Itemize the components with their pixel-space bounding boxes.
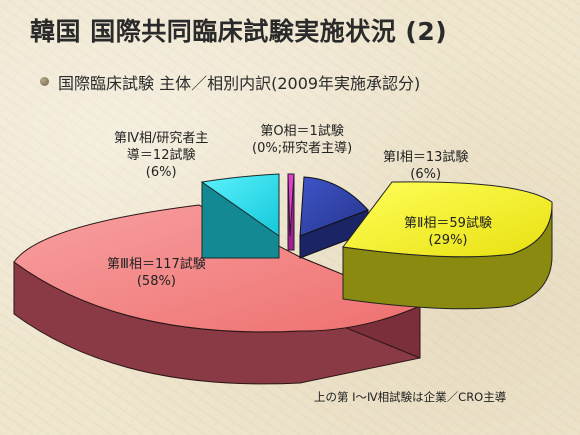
slice-phase-3	[13, 204, 422, 385]
slice-phase-2	[342, 181, 553, 310]
label-phase-4-pct: (6%)	[145, 165, 177, 180]
slice-phase-1-top	[299, 176, 369, 237]
slice-phase-3-top	[13, 204, 422, 333]
label-phase-0: 第O相＝1試験 (0%;研究者主導)	[252, 123, 352, 157]
slide-subtitle: 国際臨床試験 主体／相別内訳(2009年実施承認分)	[58, 74, 421, 93]
label-phase-3-name: 第Ⅲ相＝117試験	[107, 257, 206, 272]
bullet-icon	[40, 77, 49, 86]
label-phase-4-line1: 第Ⅳ相/研究者主	[114, 131, 209, 146]
slice-phase-1	[299, 176, 369, 259]
label-phase-1-name: 第Ⅰ相＝13試験	[383, 150, 469, 165]
label-phase-2: 第Ⅱ相＝59試験 (29%)	[404, 215, 492, 249]
slice-phase-4	[200, 173, 280, 259]
slice-phase-4-top	[200, 173, 280, 237]
slice-phase-0-top	[287, 173, 295, 237]
label-phase-4: 第Ⅳ相/研究者主 導＝12試験 (6%)	[114, 130, 208, 181]
slice-phase-0	[287, 173, 295, 251]
label-phase-2-name: 第Ⅱ相＝59試験	[404, 216, 492, 231]
label-phase-3-pct: (58%)	[136, 274, 176, 289]
label-phase-2-pct: (29%)	[428, 233, 468, 248]
label-phase-0-pct: (0%;研究者主導)	[252, 141, 353, 156]
footnote: 上の第 Ⅰ～Ⅳ相試験は企業／CRO主導	[314, 390, 507, 404]
label-phase-0-name: 第O相＝1試験	[260, 124, 344, 139]
label-phase-1-pct: (6%)	[410, 167, 442, 182]
slide-title: 韓国 国際共同臨床試験実施状況 (2)	[30, 17, 448, 46]
label-phase-3: 第Ⅲ相＝117試験 (58%)	[107, 256, 206, 290]
slice-phase-2-top	[342, 181, 553, 258]
label-phase-4-line2: 導＝12試験	[126, 148, 196, 163]
label-phase-1: 第Ⅰ相＝13試験 (6%)	[383, 149, 468, 183]
